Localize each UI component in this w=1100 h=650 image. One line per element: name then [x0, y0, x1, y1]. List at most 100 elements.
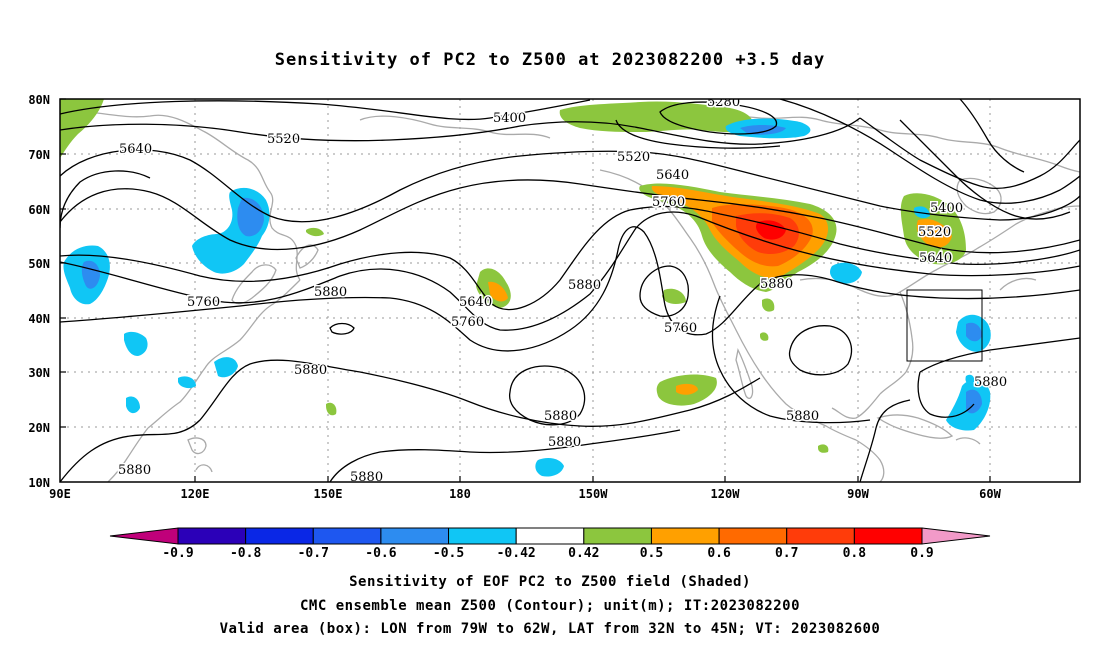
contour-label: 5880: [760, 277, 793, 292]
shade-blue-eastcoast-core: [966, 322, 982, 342]
contour-label: 5520: [267, 132, 300, 147]
shade-blue-taiwan: [178, 376, 196, 389]
contour-labels: 5280 5400 5520 5640 5640 5520 5760 5640 …: [117, 95, 1009, 485]
shade-blue-caribbean-small: [965, 374, 975, 385]
shade-green-nw: [60, 99, 104, 158]
caption-line-3: Valid area (box): LON from 79W to 62W, L…: [219, 621, 881, 637]
colorbar-box: [718, 527, 788, 545]
colorbar-label: -0.7: [298, 546, 329, 561]
shade-orange-dateline: [488, 281, 508, 302]
colorbar-box: [786, 527, 855, 545]
map-frame: [59, 98, 1081, 483]
shade-green-small-2: [326, 402, 337, 416]
shade-blue-lakes: [830, 262, 862, 284]
lon-label: 120E: [181, 487, 210, 501]
contour-label: 5640: [459, 295, 492, 310]
contour-label: 5880: [786, 409, 819, 424]
lon-label: 90W: [847, 487, 869, 501]
contour-label: 5280: [707, 95, 740, 110]
contour-label: 5880: [294, 363, 327, 378]
colorbar-label: 0.7: [775, 546, 798, 561]
lat-label: 80N: [28, 93, 50, 107]
lon-label: 180: [449, 487, 471, 501]
contour-label: 5640: [119, 142, 152, 157]
contour-label: 5520: [617, 150, 650, 165]
shade-blue-japan-core: [237, 197, 264, 237]
lat-label: 60N: [28, 203, 50, 217]
contour-label: 5880: [118, 463, 151, 478]
valid-area-box: [906, 289, 983, 362]
contour-label: 5400: [930, 201, 963, 216]
colorbar-box: [312, 527, 382, 545]
colorbar-label: -0.8: [230, 546, 261, 561]
colorbar-box: [583, 527, 652, 545]
contour-label: 5760: [187, 295, 220, 310]
contour-label: 5880: [544, 409, 577, 424]
contour-label: 5640: [656, 168, 689, 183]
tick-marks: [60, 98, 991, 482]
figure-title: Sensitivity of PC2 to Z500 at 2023082200…: [274, 50, 826, 70]
shade-green-low: [662, 288, 686, 304]
colorbar-label: 0.8: [843, 546, 867, 561]
lon-label: 60W: [979, 487, 1001, 501]
shade-blue-korea: [124, 331, 148, 356]
lon-label: 90E: [49, 487, 71, 501]
colorbar-box: [380, 527, 450, 545]
shade-blue-scs: [126, 396, 140, 414]
colorbar-box: [177, 527, 247, 545]
contour-label: 5640: [919, 251, 952, 266]
lat-label: 40N: [28, 312, 50, 326]
lat-label: 10N: [28, 476, 50, 490]
shade-orange-labrador: [916, 218, 952, 248]
shade-blue-labrador: [914, 206, 930, 219]
colorbar-box: [853, 527, 923, 545]
shade-green-rockies: [762, 298, 775, 312]
contour-label: 5880: [350, 470, 383, 485]
contour-label: 5400: [493, 111, 526, 126]
contour-label: 5880: [974, 375, 1007, 390]
contour-label: 5520: [918, 225, 951, 240]
colorbar-label: 0.9: [910, 546, 933, 561]
colorbar-box: [515, 527, 585, 545]
colorbar-box: [245, 527, 314, 545]
shade-green-southwest: [818, 444, 829, 453]
colorbar-label: -0.5: [433, 546, 464, 561]
latitude-labels: 80N 70N 60N 50N 40N 30N 20N 10N: [28, 93, 50, 490]
lat-label: 20N: [28, 421, 50, 435]
caption-line-1: Sensitivity of EOF PC2 to Z500 field (Sh…: [349, 574, 751, 590]
lon-label: 150W: [579, 487, 609, 501]
contour-label: 5880: [568, 278, 601, 293]
longitude-labels: 90E 120E 150E 180 150W 120W 90W 60W: [49, 487, 1001, 501]
z500-contours: [60, 99, 1080, 482]
shade-green-mexico: [760, 332, 769, 341]
shade-blue-east-china: [214, 357, 238, 378]
colorbar-box: [448, 527, 517, 545]
lat-label: 70N: [28, 148, 50, 162]
caption-line-2: CMC ensemble mean Z500 (Contour); unit(m…: [299, 598, 800, 614]
shade-blue-pacific: [535, 458, 564, 477]
shade-green-arctic: [559, 101, 754, 133]
colorbar: -0.9 -0.8 -0.7 -0.6 -0.5 -0.42 0.42 0.5 0.6 0.7 0.…: [109, 527, 991, 561]
colorbar-label: 0.42: [568, 546, 599, 561]
contour-label: 5760: [664, 321, 697, 336]
contour-label: 5880: [314, 285, 347, 300]
contour-label: 5760: [652, 195, 685, 210]
lon-label: 150E: [314, 487, 343, 501]
contour-label: 5880: [548, 435, 581, 450]
lon-label: 120W: [711, 487, 741, 501]
colorbar-label: 0.5: [640, 546, 663, 561]
colorbar-label: -0.42: [497, 546, 536, 561]
lat-label: 30N: [28, 366, 50, 380]
coastlines: [60, 110, 1080, 482]
colorbar-high-end: [921, 527, 991, 545]
colorbar-label: -0.9: [162, 546, 193, 561]
colorbar-low-end: [109, 527, 179, 545]
colorbar-label: 0.6: [707, 546, 731, 561]
lat-label: 50N: [28, 257, 50, 271]
contour-label: 5760: [451, 315, 484, 330]
shade-green-small-1: [306, 227, 324, 237]
shade-orange-hawaii: [676, 383, 698, 395]
colorbar-box: [650, 527, 720, 545]
shade-red-canada: [756, 220, 786, 240]
